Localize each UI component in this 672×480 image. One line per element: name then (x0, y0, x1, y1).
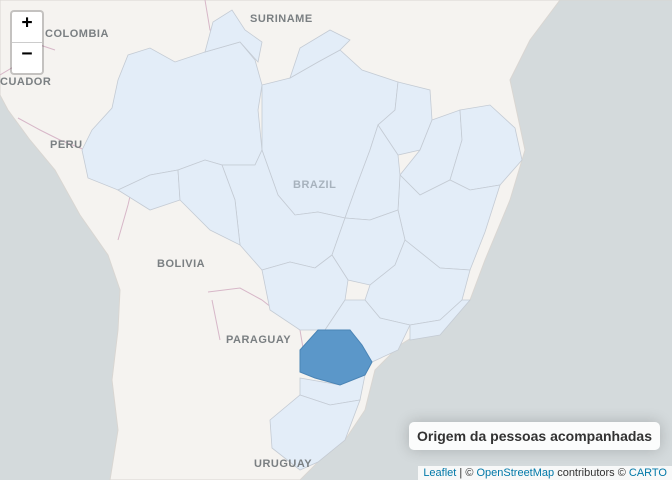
state-amapa (289, 29, 351, 79)
zoom-in-button[interactable]: + (12, 12, 42, 43)
state-rj-es (409, 299, 471, 341)
state-roraima (204, 9, 263, 63)
label-suriname: SURINAME (250, 13, 313, 25)
state-rondonia (177, 159, 241, 246)
state-rio-grande-do-sul (269, 394, 361, 471)
leaflet-link[interactable]: Leaflet (423, 467, 457, 479)
legend: Origem da pessoas acompanhadas (409, 422, 660, 450)
label-bolivia: BOLIVIA (157, 258, 205, 270)
attribution: Leaflet | © OpenStreetMap contributors ©… (418, 466, 672, 480)
label-colombia: COLOMBIA (45, 28, 109, 40)
carto-link[interactable]: CARTO (628, 467, 667, 479)
zoom-control: + − (10, 10, 44, 75)
label-peru: PERU (50, 139, 83, 151)
attribution-sep: | © (456, 467, 477, 479)
state-ms (261, 254, 349, 331)
state-maranhao (377, 81, 433, 156)
attribution-mid: contributors © (554, 467, 629, 479)
zoom-out-button[interactable]: − (21, 43, 33, 64)
label-ecuador: CUADOR (0, 76, 51, 88)
brazil-states (81, 9, 523, 471)
state-parana-highlighted[interactable] (299, 329, 373, 386)
label-uruguay: URUGUAY (254, 458, 312, 470)
label-brazil: BRAZIL (293, 179, 336, 191)
label-paraguay: PARAGUAY (226, 334, 291, 346)
legend-title: Origem da pessoas acompanhadas (417, 428, 652, 444)
osm-link[interactable]: OpenStreetMap (476, 467, 555, 479)
